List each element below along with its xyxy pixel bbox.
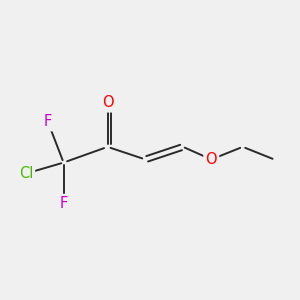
Text: F: F (59, 196, 68, 211)
Text: Cl: Cl (19, 166, 33, 181)
Text: F: F (44, 114, 52, 129)
Text: O: O (102, 95, 113, 110)
Text: O: O (206, 152, 217, 167)
